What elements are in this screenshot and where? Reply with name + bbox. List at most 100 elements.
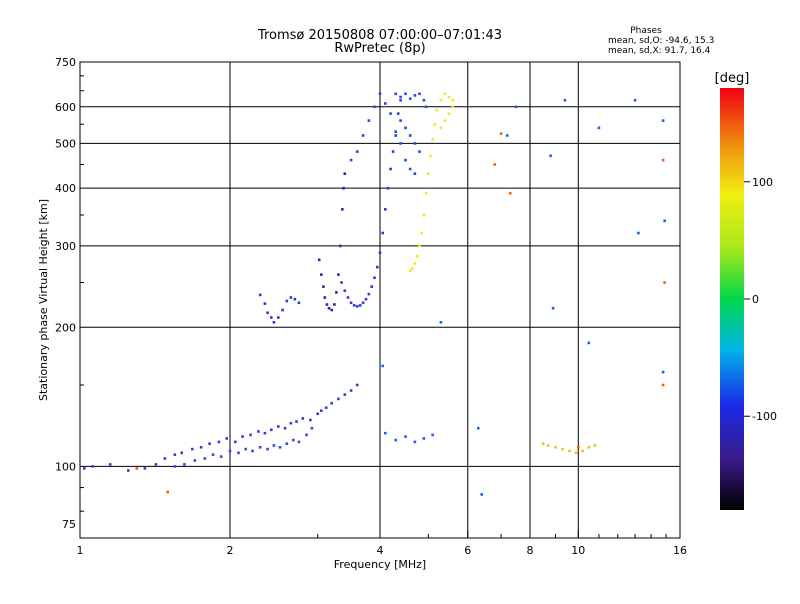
data-point [505,134,509,137]
colorbar-tick-label: 100 [752,176,773,189]
y-tick-label: 100 [55,460,76,473]
data-point [258,446,262,449]
data-point [180,451,183,455]
data-point [447,95,451,99]
y-tick-label: 500 [55,137,76,150]
data-point [413,94,417,97]
data-point [83,467,86,470]
data-point [431,433,434,437]
data-point [554,446,557,449]
data-point [394,130,397,133]
data-point [289,296,293,299]
data-point [422,98,426,102]
data-point [324,406,328,409]
data-point [349,301,353,305]
data-point [663,219,666,223]
colorbar [720,88,744,510]
data-point [322,285,325,288]
data-point [349,389,353,392]
data-point [597,126,601,130]
data-point [272,444,276,447]
colorbar-tick-label: -100 [752,410,777,423]
data-point [143,467,147,470]
data-point [424,105,428,109]
data-point [277,316,280,319]
data-point [451,105,455,109]
data-point [249,433,252,437]
data-point [163,457,167,460]
x-tick-label: 16 [673,544,687,557]
data-point [166,490,169,494]
data-point [637,231,640,235]
grid [80,62,680,538]
data-point [381,364,384,368]
data-point [581,449,584,453]
data-point [661,119,665,122]
phase-stats-x: mean, sd,X: 91.7, 16.4 [608,46,711,56]
data-point [451,98,455,102]
data-point [391,150,395,153]
data-point [241,435,244,438]
data-point [439,98,443,102]
data-point [378,251,382,254]
data-point [219,455,223,458]
data-point [394,438,397,442]
data-point [408,167,412,171]
data-point [439,321,443,324]
data-point [593,444,597,447]
y-axis: 75 100 200 300 400 500 600 750 [55,56,84,531]
data-point [342,186,345,190]
x-tick-label: 8 [527,544,534,557]
data-point [435,108,439,112]
data-point [549,154,552,158]
data-point [341,208,344,211]
data-point [361,301,365,305]
colorbar-tick-label: 0 [752,293,759,306]
data-point [211,453,215,456]
data-point [316,412,319,416]
data-point [297,440,301,444]
data-point [477,426,480,430]
data-point [404,126,407,130]
x-tick-label: 4 [377,544,384,557]
data-point [413,440,417,444]
data-point [661,370,665,374]
data-point [327,306,331,310]
data-point [91,465,94,468]
data-point [399,95,402,99]
data-point [183,463,186,466]
data-point [378,92,382,96]
x-tick-label: 6 [464,544,471,557]
data-point [447,112,451,115]
y-tick-label: 400 [55,182,76,195]
data-point [541,442,545,445]
data-point [305,433,308,437]
data-point [367,292,371,296]
data-point [330,401,333,405]
data-point [364,297,368,301]
data-point [193,459,197,462]
data-point [499,132,503,135]
data-point [386,186,390,190]
data-point [422,437,426,440]
data-point [394,134,397,137]
data-point [173,465,177,468]
data-point [551,306,555,310]
data-point [415,254,419,258]
x-tick-label: 2 [227,544,234,557]
data-point [285,442,289,445]
y-tick-label: 200 [55,321,76,334]
data-point [413,172,417,175]
data-point [574,451,578,455]
data-point [661,158,665,162]
data-point [225,437,228,440]
data-point [203,457,207,460]
data-point [325,303,329,306]
data-point [561,447,564,451]
data-point [127,469,130,472]
data-point [263,431,267,435]
data-point [389,112,392,115]
data-point [237,451,240,455]
